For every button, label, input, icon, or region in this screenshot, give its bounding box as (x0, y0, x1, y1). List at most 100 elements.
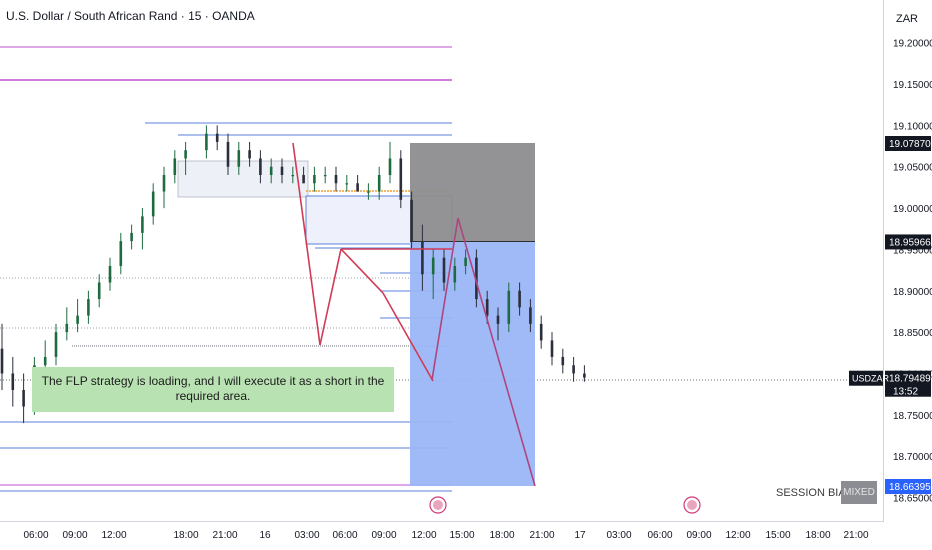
time-tick-label: 21:00 (843, 530, 868, 541)
candle-body (464, 257, 467, 266)
us-flag-icon-inner (687, 500, 697, 510)
candle-body (572, 365, 575, 374)
candle-body (421, 241, 424, 275)
candle (162, 166, 166, 209)
candle (431, 249, 435, 300)
candle-body (583, 373, 586, 378)
price-tick-label: 18.70000 (893, 452, 932, 463)
candle (65, 307, 69, 341)
candle (421, 224, 424, 291)
time-tick-label: 21:00 (212, 530, 237, 541)
candle (108, 257, 112, 291)
candle (572, 356, 575, 382)
candle-body (237, 150, 241, 167)
stop-price-label: 19.07870 (889, 139, 931, 150)
last-price-label-bg (885, 370, 931, 397)
candle-body (11, 373, 15, 391)
candle (173, 150, 177, 184)
pattern-line (305, 239, 321, 346)
candle-body (388, 158, 392, 176)
target-price-label-bg (885, 479, 931, 494)
time-tick-label: 06:00 (647, 530, 672, 541)
price-axis[interactable]: ZAR 19.20000 19.15000 19.10000 19.05000 19.00… (849, 0, 932, 522)
candle (151, 183, 155, 225)
time-tick-label: 03:00 (294, 530, 319, 541)
candle-body (453, 265, 457, 283)
candle-body (54, 332, 58, 357)
candle (583, 365, 586, 382)
price-tick-label: 19.05000 (893, 163, 932, 174)
time-tick-label: 06:00 (332, 530, 357, 541)
candle-body (151, 191, 155, 217)
symbol-tag-bg (849, 370, 883, 386)
pattern-line (292, 142, 307, 241)
candle (334, 166, 338, 192)
time-tick-label: 12:00 (101, 530, 126, 541)
entry-price-label: 18.95966 (889, 237, 931, 248)
candle (323, 166, 327, 184)
candle-body (205, 133, 208, 151)
last-price-label: 18.79489 (889, 374, 931, 385)
candle (453, 257, 457, 291)
candle-body (130, 232, 133, 242)
candle (539, 315, 543, 349)
time-tick-label: 06:00 (23, 530, 48, 541)
candle-body (291, 175, 295, 177)
candle (529, 299, 532, 333)
candle-body (97, 282, 101, 300)
candle (280, 158, 284, 184)
candle (226, 133, 230, 176)
candle-body (367, 191, 370, 193)
candle (141, 208, 144, 250)
candle-body (269, 166, 273, 176)
candle-body (356, 183, 359, 192)
candle-body (184, 150, 187, 159)
candle (87, 290, 90, 324)
session-bias-value: MIXED (841, 481, 877, 504)
candle (399, 150, 403, 209)
candle (550, 332, 554, 366)
candle-body (226, 141, 230, 167)
candle (377, 166, 381, 200)
target-price-label: 18.66395 (889, 482, 931, 493)
countdown-label: 13:52 (893, 387, 918, 398)
candle (442, 249, 446, 291)
stop-price-label-bg (885, 136, 931, 151)
candle-body (141, 216, 144, 233)
pattern-line (340, 248, 384, 294)
candle (367, 183, 370, 200)
time-tick-label: 15:00 (765, 530, 790, 541)
candle (76, 299, 79, 333)
candle (410, 191, 413, 250)
price-tick-label: 18.90000 (893, 287, 932, 298)
time-tick-label: 15:00 (449, 530, 474, 541)
time-axis[interactable]: 06:00 09:00 12:00 18:00 21:00 16 03:00 06:00 09:… (0, 521, 883, 542)
candle-body (87, 299, 90, 316)
candle (184, 141, 187, 176)
candle-body (76, 315, 79, 324)
candle-body (0, 348, 4, 374)
candle-body (410, 199, 413, 242)
candle (269, 158, 273, 184)
candle-body (345, 183, 349, 185)
time-tick-label: 16 (259, 530, 271, 541)
candle-body (334, 175, 338, 184)
candle (313, 166, 316, 192)
candle (388, 141, 392, 184)
candle-body (108, 265, 112, 283)
pattern-line (382, 292, 434, 382)
candle (561, 348, 565, 374)
price-tick-label: 19.00000 (893, 204, 932, 215)
time-tick-label: 12:00 (411, 530, 436, 541)
candle-body (302, 175, 305, 184)
time-tick-label: 09:00 (686, 530, 711, 541)
candle (291, 166, 295, 184)
symbol-title[interactable]: U.S. Dollar / South African Rand · 15 · … (6, 9, 255, 23)
candle (11, 356, 15, 407)
price-tick-label: 19.10000 (893, 121, 932, 132)
price-tick-label: 18.95000 (893, 245, 932, 256)
candle-body (550, 340, 554, 357)
strategy-note[interactable]: The FLP strategy is loading, and I will … (32, 367, 394, 412)
symbol-tag: USDZAR (852, 374, 890, 384)
